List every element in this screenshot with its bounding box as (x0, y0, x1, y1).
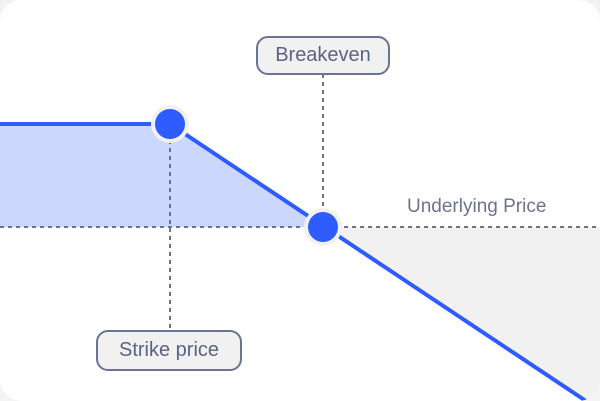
strike-price-label: Strike price (96, 330, 242, 371)
profit-area (0, 124, 323, 227)
breakeven-label: Breakeven (256, 36, 390, 75)
breakeven-point-dot (308, 212, 338, 242)
underlying-price-label: Underlying Price (407, 196, 547, 217)
strike-point-dot (155, 109, 185, 139)
